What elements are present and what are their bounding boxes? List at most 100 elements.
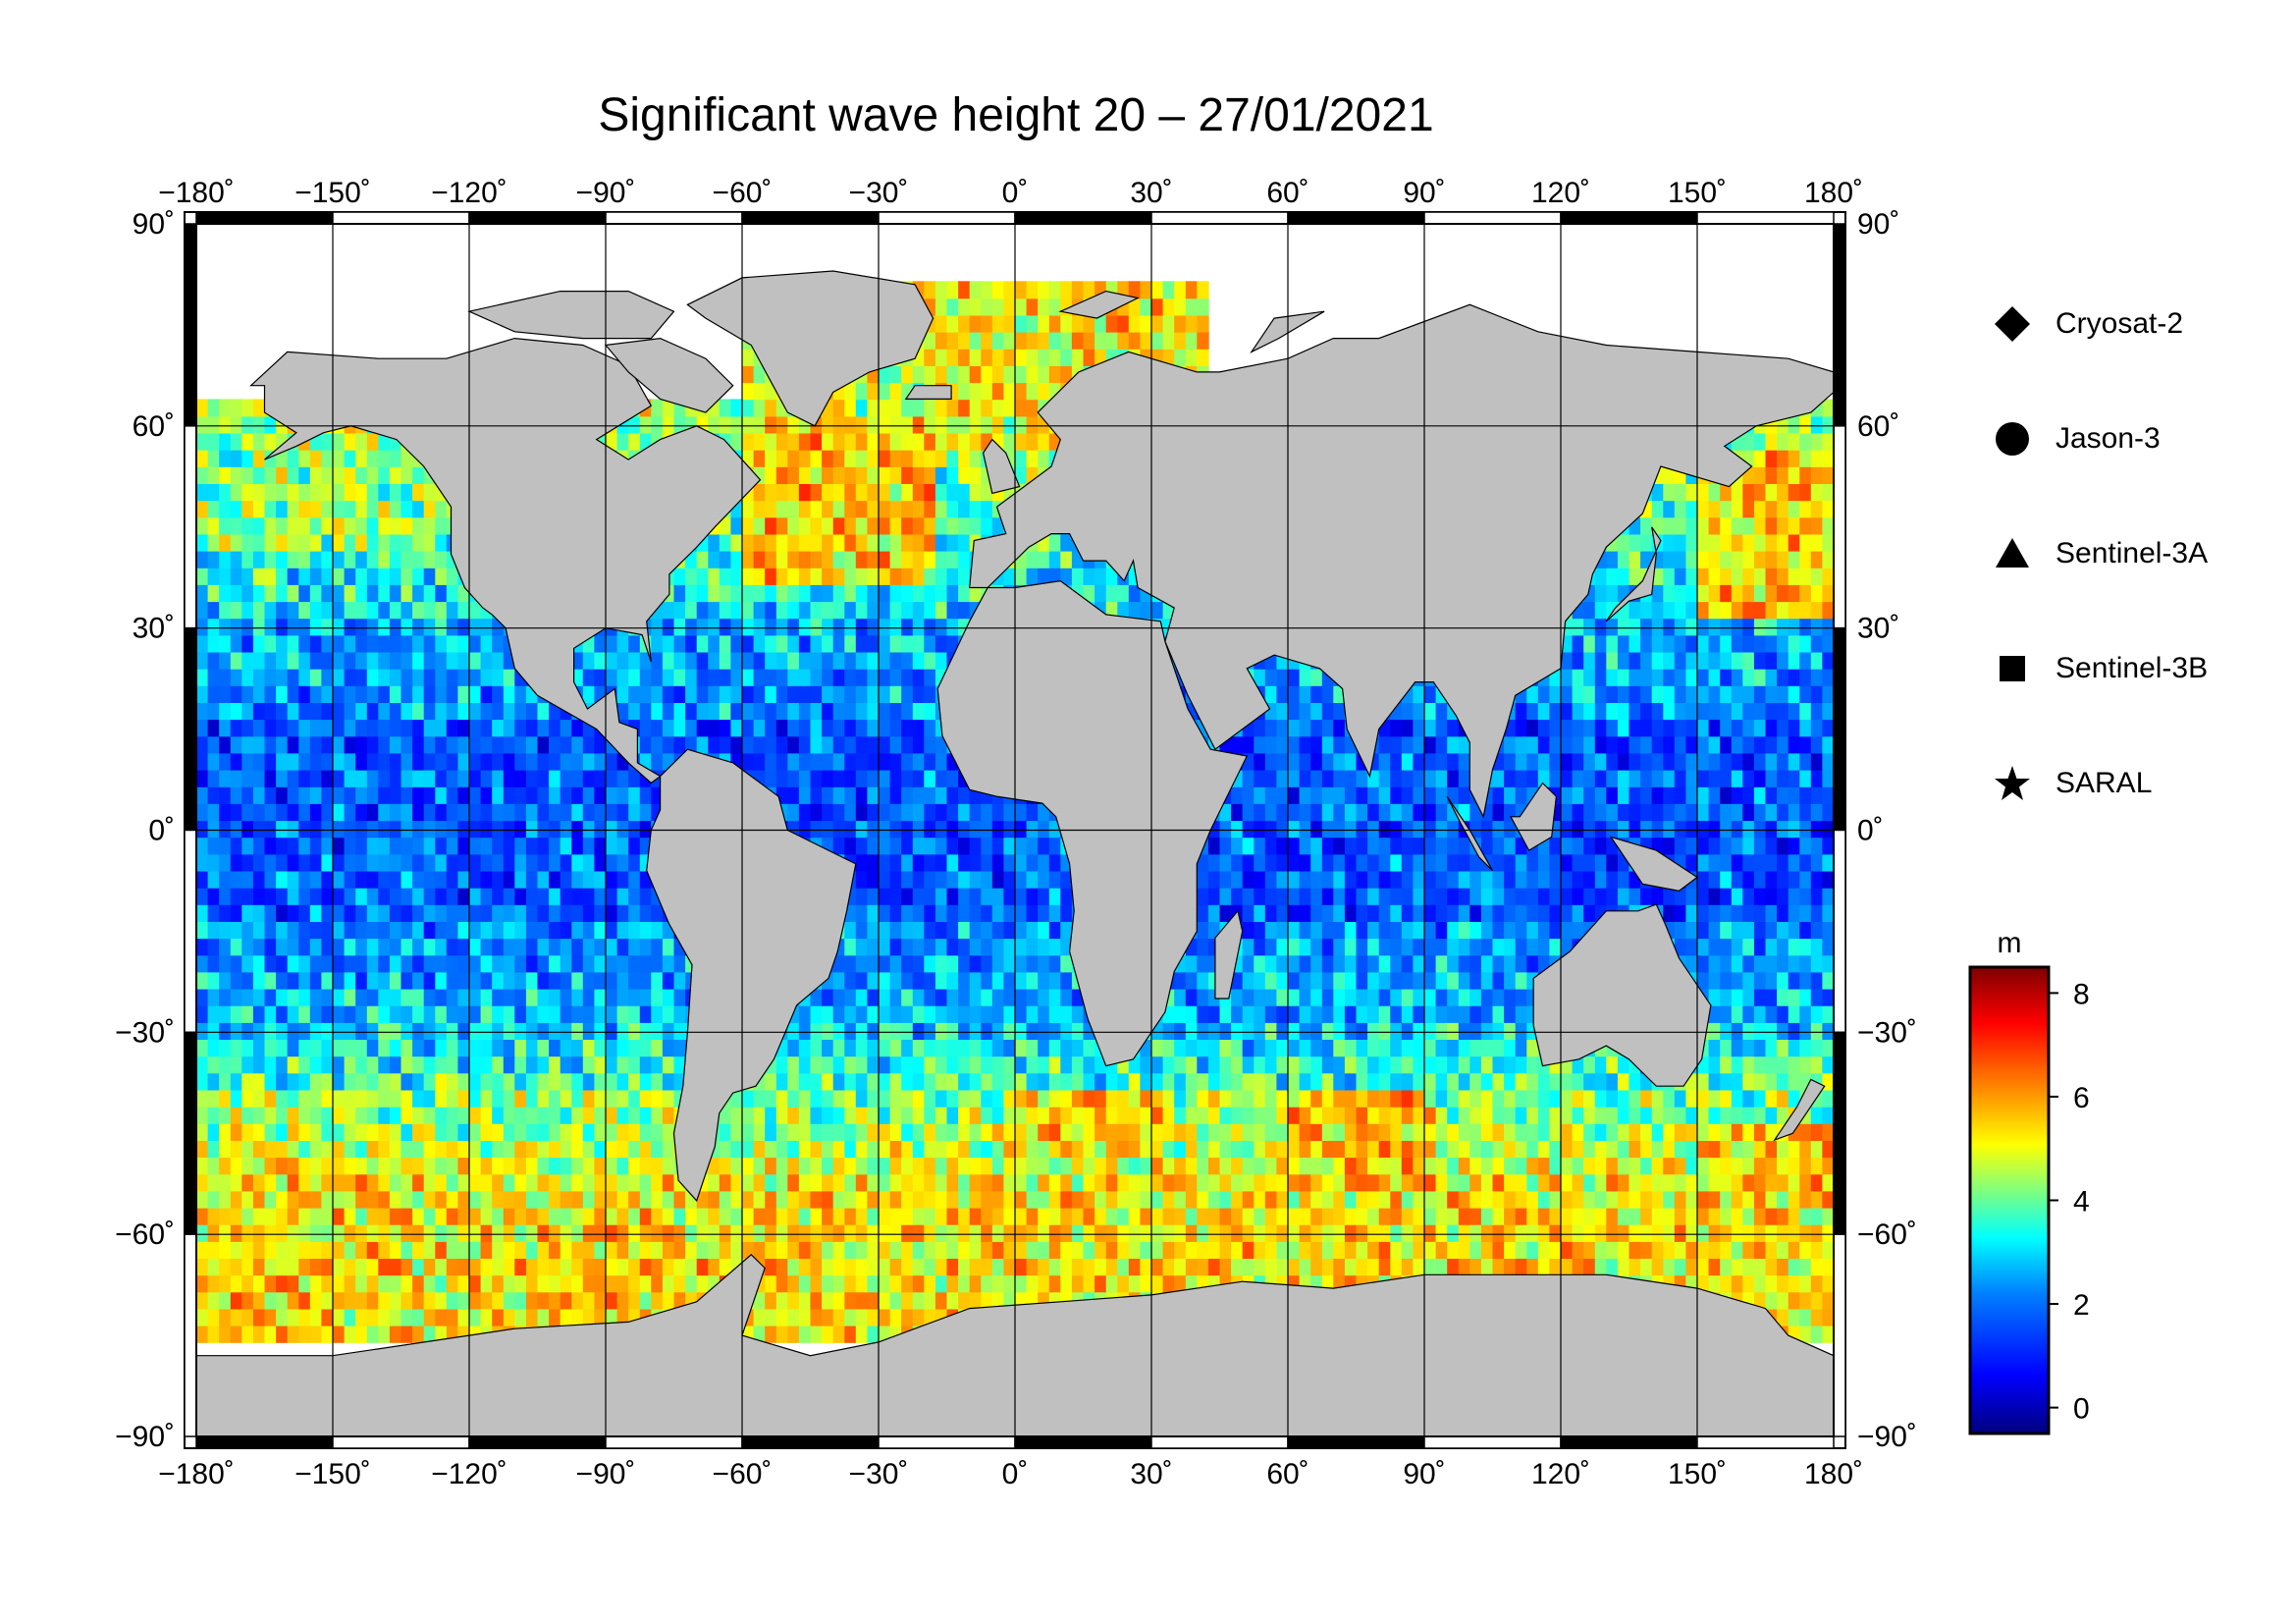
swh-cell — [651, 1291, 664, 1310]
swh-cell — [867, 921, 880, 940]
swh-cell — [934, 1207, 948, 1225]
swh-cell — [1367, 1039, 1380, 1057]
swh-cell — [344, 971, 356, 990]
swh-cell — [219, 1157, 232, 1175]
swh-cell — [1731, 785, 1744, 804]
swh-cell — [1822, 1241, 1834, 1259]
swh-cell — [582, 1039, 596, 1057]
swh-cell — [1367, 1004, 1380, 1023]
swh-cell — [1356, 785, 1368, 804]
swh-cell — [1799, 870, 1812, 889]
swh-cell — [537, 1106, 550, 1124]
swh-cell — [1447, 1106, 1460, 1124]
swh-cell — [1128, 1106, 1142, 1124]
swh-cell — [480, 803, 493, 822]
swh-cell — [1504, 921, 1517, 940]
swh-cell — [503, 1274, 516, 1293]
swh-cell — [400, 938, 413, 956]
swh-cell — [1742, 1157, 1755, 1175]
swh-cell — [1469, 1089, 1482, 1108]
swh-cell — [1685, 1089, 1698, 1108]
swh-cell — [628, 988, 641, 1006]
swh-cell — [855, 1325, 869, 1343]
swh-cell — [1344, 1207, 1358, 1225]
swh-cell — [1288, 988, 1301, 1006]
swh-cell — [1038, 853, 1050, 872]
swh-cell — [958, 921, 971, 940]
swh-cell — [606, 1291, 618, 1310]
swh-cell — [219, 1072, 232, 1091]
swh-cell — [492, 1055, 505, 1074]
swh-cell — [1469, 1072, 1482, 1091]
swh-cell — [606, 1089, 618, 1108]
swh-cell — [775, 1258, 789, 1276]
swh-cell — [344, 820, 356, 839]
swh-cell — [1026, 938, 1039, 956]
swh-cell — [673, 1241, 686, 1259]
swh-cell — [1413, 1072, 1425, 1091]
swh-cell — [1038, 1274, 1050, 1293]
swh-cell — [1117, 1173, 1130, 1192]
swh-cell — [1254, 921, 1266, 940]
swh-cell — [1207, 1223, 1221, 1242]
swh-cell — [1174, 1072, 1187, 1091]
swh-cell — [549, 870, 561, 889]
swh-cell — [1537, 1072, 1551, 1091]
swh-cell — [446, 752, 459, 771]
swh-cell — [775, 1291, 789, 1310]
swh-cell — [264, 971, 277, 990]
swh-cell — [991, 1241, 1005, 1259]
swh-cell — [1435, 887, 1448, 905]
swh-cell — [1515, 1157, 1528, 1175]
swh-cell — [287, 769, 300, 787]
swh-cell — [1788, 1207, 1801, 1225]
swh-cell — [730, 1241, 743, 1259]
swh-cell — [412, 887, 425, 905]
swh-cell — [1765, 1173, 1778, 1192]
swh-cell — [560, 1291, 573, 1310]
swh-cell — [1095, 1274, 1107, 1293]
swh-cell — [1390, 837, 1403, 855]
swh-cell — [1344, 904, 1358, 922]
swh-cell — [879, 921, 891, 940]
swh-cell — [264, 837, 277, 855]
swh-cell — [1469, 921, 1482, 940]
swh-cell — [1492, 1258, 1505, 1276]
swh-cell — [1254, 1106, 1266, 1124]
swh-cell — [867, 1325, 880, 1343]
swh-cell — [606, 837, 618, 855]
swh-cell — [582, 1123, 596, 1141]
swh-cell — [1742, 904, 1755, 922]
swh-cell — [571, 904, 584, 922]
swh-cell — [264, 921, 277, 940]
swh-cell — [867, 870, 880, 889]
swh-cell — [1185, 1173, 1199, 1192]
swh-cell — [344, 1157, 356, 1175]
swh-cell — [469, 1106, 482, 1124]
swh-cell — [549, 1089, 561, 1108]
swh-cell — [742, 1140, 755, 1159]
swh-cell — [1083, 1173, 1095, 1192]
swh-cell — [1378, 1072, 1392, 1091]
swh-cell — [219, 1325, 232, 1343]
swh-cell — [1492, 1106, 1505, 1124]
swh-cell — [321, 1274, 334, 1293]
swh-cell — [889, 769, 902, 787]
swh-cell — [1458, 1123, 1471, 1141]
swh-cell — [1708, 1039, 1721, 1057]
swh-cell — [1822, 1004, 1834, 1023]
swh-cell — [1356, 1173, 1368, 1192]
swh-cell — [1299, 1055, 1311, 1074]
swh-cell — [1810, 971, 1824, 990]
swh-cell — [1299, 853, 1311, 872]
swh-cell — [934, 1241, 948, 1259]
swh-cell — [503, 1072, 516, 1091]
swh-cell — [1765, 971, 1778, 990]
swh-cell — [934, 1004, 948, 1023]
swh-cell — [1288, 769, 1301, 787]
swh-cell — [594, 1055, 607, 1074]
swh-cell — [1447, 1190, 1460, 1209]
swh-cell — [1413, 1089, 1425, 1108]
swh-cell — [1378, 1022, 1392, 1040]
swh-cell — [708, 1207, 721, 1225]
